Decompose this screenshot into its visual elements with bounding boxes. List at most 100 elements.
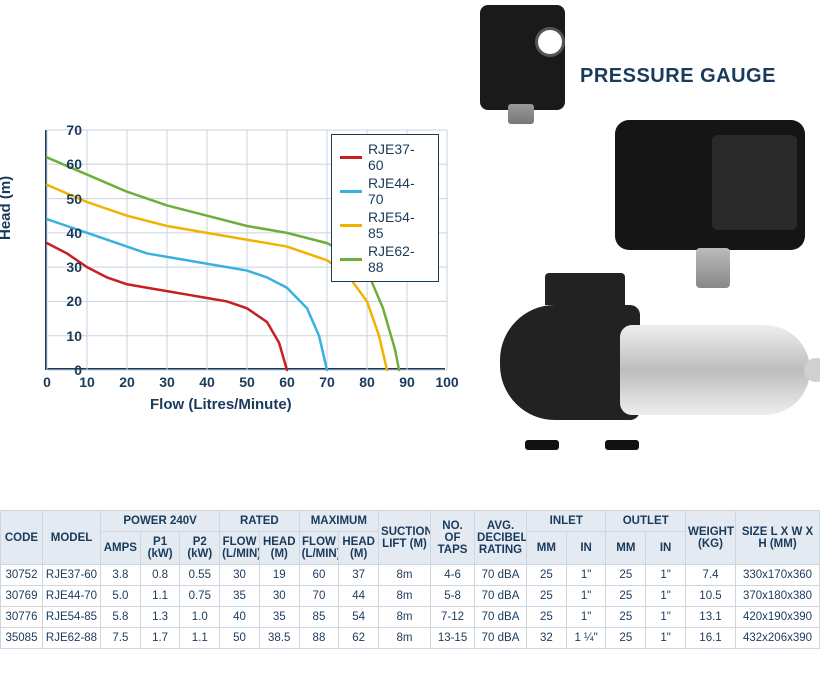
controller-box <box>615 120 805 250</box>
table-cell: 38.5 <box>259 628 299 649</box>
sub-col-header: FLOW (L/MIN) <box>299 532 339 565</box>
table-cell: 1" <box>566 607 606 628</box>
x-tick: 60 <box>279 374 295 390</box>
table-cell: 1.0 <box>180 607 220 628</box>
y-tick: 70 <box>52 122 82 138</box>
table-cell: 1" <box>646 607 686 628</box>
col-header: WEIGHT (KG) <box>686 511 736 565</box>
spec-table-body: 30752RJE37-603.80.80.55301960378m4-670 d… <box>1 565 820 649</box>
col-header: RATED <box>220 511 299 532</box>
col-header: NO. OF TAPS <box>431 511 475 565</box>
x-tick: 40 <box>199 374 215 390</box>
table-cell: 50 <box>220 628 260 649</box>
plot-area: RJE37-60RJE44-70RJE54-85RJE62-88 0102030… <box>45 130 445 370</box>
table-cell: 40 <box>220 607 260 628</box>
table-cell: 16.1 <box>686 628 736 649</box>
y-tick: 10 <box>52 328 82 344</box>
table-cell: 1" <box>646 565 686 586</box>
pressure-gauge-unit <box>480 5 565 110</box>
table-cell: 0.75 <box>180 586 220 607</box>
table-cell: 8m <box>379 586 431 607</box>
spec-table-head: CODEMODELPOWER 240VRATEDMAXIMUMSUCTION L… <box>1 511 820 565</box>
table-cell: 1.7 <box>140 628 180 649</box>
table-cell: 1 ¼" <box>566 628 606 649</box>
table-cell: 3.8 <box>101 565 141 586</box>
col-header: MODEL <box>43 511 101 565</box>
y-tick: 30 <box>52 259 82 275</box>
table-cell: 60 <box>299 565 339 586</box>
x-tick: 100 <box>435 374 458 390</box>
x-tick: 0 <box>43 374 51 390</box>
x-tick: 90 <box>399 374 415 390</box>
table-cell: 25 <box>527 586 567 607</box>
table-cell: 35085 <box>1 628 43 649</box>
table-cell: 1" <box>566 586 606 607</box>
legend-label: RJE44-70 <box>368 175 430 207</box>
table-cell: 420x190x390 <box>736 607 820 628</box>
table-cell: 1" <box>646 628 686 649</box>
table-cell: RJE37-60 <box>43 565 101 586</box>
legend-label: RJE37-60 <box>368 141 430 173</box>
legend: RJE37-60RJE44-70RJE54-85RJE62-88 <box>331 134 439 282</box>
table-cell: 0.55 <box>180 565 220 586</box>
pump-body <box>500 295 800 450</box>
table-cell: 54 <box>339 607 379 628</box>
controller-stem <box>696 248 730 288</box>
sub-col-header: AMPS <box>101 532 141 565</box>
col-header: SIZE L X W X H (MM) <box>736 511 820 565</box>
table-cell: 1.3 <box>140 607 180 628</box>
legend-swatch <box>340 190 362 193</box>
table-cell: 10.5 <box>686 586 736 607</box>
table-cell: 35 <box>259 607 299 628</box>
legend-item: RJE37-60 <box>340 140 430 174</box>
table-cell: 30 <box>220 565 260 586</box>
sub-col-header: P2 (kW) <box>180 532 220 565</box>
col-header: SUCTION LIFT (M) <box>379 511 431 565</box>
table-cell: 13.1 <box>686 607 736 628</box>
legend-item: RJE54-85 <box>340 208 430 242</box>
y-tick: 20 <box>52 293 82 309</box>
col-header: AVG. DECIBEL RATING <box>475 511 527 565</box>
col-header: CODE <box>1 511 43 565</box>
table-cell: 8m <box>379 607 431 628</box>
table-cell: 70 dBA <box>475 628 527 649</box>
table-cell: 35 <box>220 586 260 607</box>
table-cell: 85 <box>299 607 339 628</box>
table-cell: 30752 <box>1 565 43 586</box>
col-header: OUTLET <box>606 511 686 532</box>
table-row: 30752RJE37-603.80.80.55301960378m4-670 d… <box>1 565 820 586</box>
table-cell: 5.0 <box>101 586 141 607</box>
x-tick: 80 <box>359 374 375 390</box>
x-tick: 20 <box>119 374 135 390</box>
table-cell: 4-6 <box>431 565 475 586</box>
sub-col-header: P1 (kW) <box>140 532 180 565</box>
table-cell: RJE44-70 <box>43 586 101 607</box>
table-cell: 432x206x390 <box>736 628 820 649</box>
top-area: PRESSURE GAUGE Head (m) Flow (Litres/Min… <box>0 0 820 500</box>
table-cell: 62 <box>339 628 379 649</box>
x-axis-label: Flow (Litres/Minute) <box>150 396 292 413</box>
table-cell: 25 <box>606 586 646 607</box>
y-tick: 40 <box>52 225 82 241</box>
sub-col-header: FLOW (L/MIN) <box>220 532 260 565</box>
performance-chart: Head (m) Flow (Litres/Minute) RJE37-60RJ… <box>0 130 460 430</box>
controller-panel <box>712 135 797 230</box>
legend-label: RJE62-88 <box>368 243 430 275</box>
sub-col-header: IN <box>646 532 686 565</box>
table-cell: 13-15 <box>431 628 475 649</box>
legend-item: RJE62-88 <box>340 242 430 276</box>
table-cell: 370x180x380 <box>736 586 820 607</box>
table-cell: 25 <box>606 628 646 649</box>
table-cell: 70 <box>299 586 339 607</box>
table-cell: 0.8 <box>140 565 180 586</box>
col-header: MAXIMUM <box>299 511 378 532</box>
col-header: INLET <box>527 511 606 532</box>
table-cell: 1.1 <box>140 586 180 607</box>
y-tick: 60 <box>52 156 82 172</box>
table-cell: 7.5 <box>101 628 141 649</box>
table-row: 30769RJE44-705.01.10.75353070448m5-870 d… <box>1 586 820 607</box>
table-cell: 7-12 <box>431 607 475 628</box>
x-tick: 70 <box>319 374 335 390</box>
sub-col-header: IN <box>566 532 606 565</box>
table-cell: 32 <box>527 628 567 649</box>
